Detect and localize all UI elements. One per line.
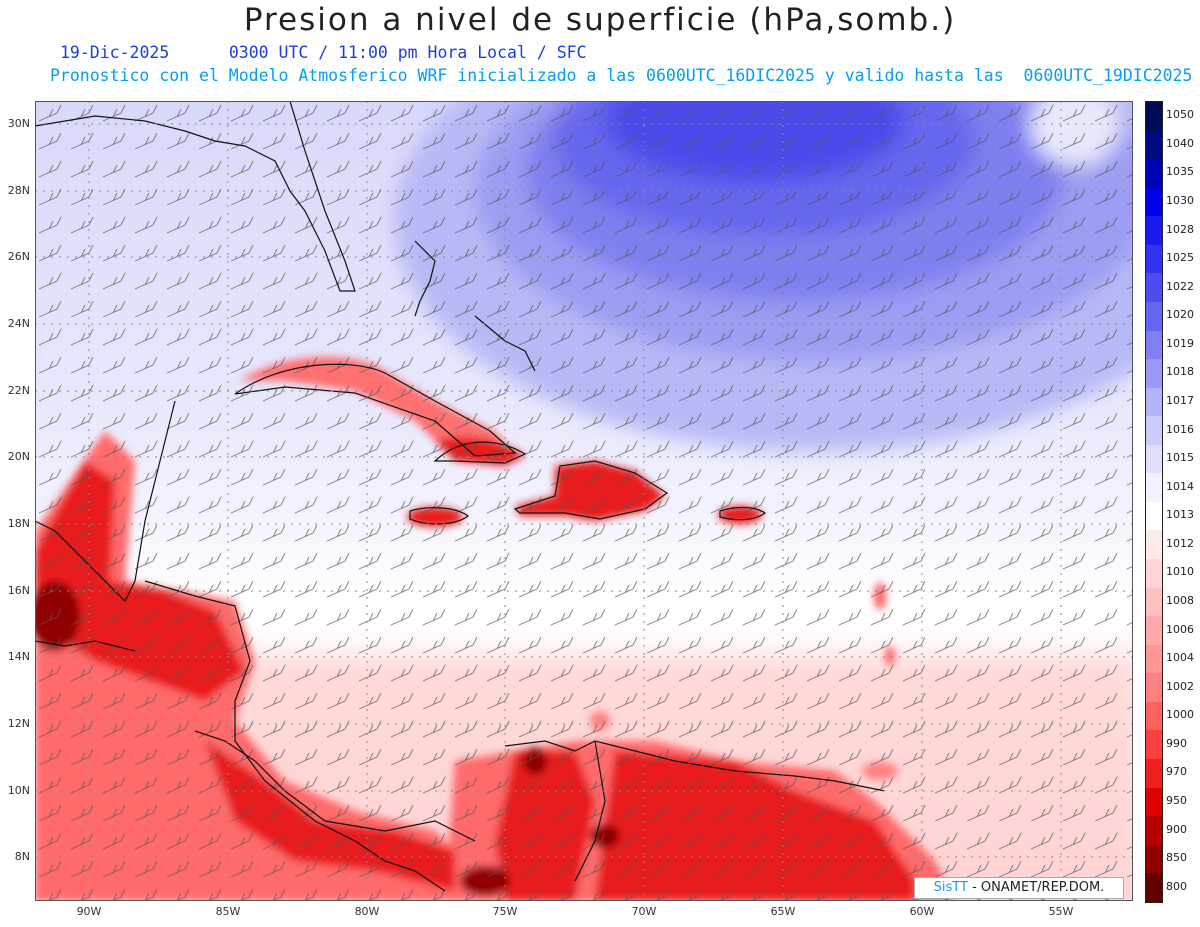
- lat-label: 28N: [7, 184, 30, 197]
- wind-barbs: [35, 101, 1133, 901]
- colorbar-swatch: [1146, 359, 1162, 388]
- credit-box: SisTT - ONAMET/REP.DOM.: [914, 877, 1124, 899]
- colorbar-label: 1019: [1166, 336, 1194, 350]
- lat-label: 26N: [7, 250, 30, 263]
- coastlines: [35, 101, 886, 892]
- colorbar-label: 1006: [1166, 622, 1194, 636]
- lat-label: 14N: [7, 650, 30, 663]
- colorbar-label: 1035: [1166, 165, 1194, 179]
- colorbar-label: 1002: [1166, 679, 1194, 693]
- colorbar-swatch: [1146, 816, 1162, 845]
- map-canvas: [35, 101, 1133, 901]
- colorbar-label: 1017: [1166, 394, 1194, 407]
- colorbar-swatch: [1146, 616, 1162, 645]
- colorbar-label: 900: [1166, 822, 1187, 836]
- lon-label: 85W: [215, 905, 241, 918]
- colorbar-label: 1013: [1166, 508, 1194, 522]
- valid-time-line: 19-Dic-2025 0300 UTC / 11:00 pm Hora Loc…: [60, 43, 587, 62]
- lon-label: 60W: [909, 905, 935, 918]
- colorbar-swatch: [1146, 330, 1162, 360]
- colorbar-swatch: [1146, 387, 1162, 417]
- colorbar-label: 1010: [1166, 565, 1194, 579]
- colorbar-swatch: [1146, 644, 1162, 674]
- colorbar-label: 800: [1166, 879, 1187, 893]
- colorbar-label: 970: [1166, 765, 1187, 779]
- colorbar-label: 1022: [1166, 279, 1194, 293]
- lon-label: 80W: [354, 905, 380, 918]
- colorbar-swatch: [1146, 301, 1162, 331]
- colorbar-swatch: [1146, 473, 1162, 502]
- colorbar-label: 950: [1166, 794, 1187, 807]
- colorbar-label: 1015: [1166, 451, 1194, 465]
- colorbar-swatch: [1146, 530, 1162, 559]
- colorbar-swatch: [1146, 873, 1162, 902]
- credit-brand: SisTT: [933, 880, 968, 895]
- lat-label: 18N: [7, 517, 30, 530]
- model-info-line: Pronostico con el Modelo Atmosferico WRF…: [50, 66, 1193, 85]
- colorbar-label: 1000: [1166, 708, 1194, 722]
- colorbar-label: 1028: [1166, 222, 1194, 236]
- colorbar-swatch: [1146, 730, 1162, 759]
- colorbar-label: 1014: [1166, 479, 1194, 493]
- colorbar-label: 1030: [1166, 194, 1194, 207]
- colorbar-label: 1050: [1166, 108, 1194, 122]
- lat-label: 20N: [7, 450, 30, 463]
- colorbar-label: 1025: [1166, 251, 1194, 265]
- map-title: Presion a nivel de superficie (hPa,somb.…: [243, 2, 957, 38]
- lon-label: 75W: [492, 905, 518, 918]
- lat-label: 16N: [7, 584, 30, 597]
- graticule: [35, 101, 1133, 901]
- colorbar-label: 850: [1166, 851, 1187, 865]
- lat-label: 30N: [7, 117, 30, 130]
- lon-label: 55W: [1048, 905, 1074, 918]
- colorbar-label: 1016: [1166, 422, 1194, 436]
- colorbar-swatch: [1146, 216, 1162, 245]
- colorbar-label: 1018: [1166, 365, 1194, 379]
- colorbar-swatch: [1146, 559, 1162, 588]
- colorbar-swatch: [1146, 844, 1162, 874]
- colorbar-swatch: [1146, 444, 1162, 474]
- colorbar-label: 1004: [1166, 651, 1194, 665]
- colorbar-label: 990: [1166, 736, 1187, 750]
- colorbar: [1145, 101, 1163, 903]
- lon-label: 90W: [76, 905, 102, 918]
- lat-label: 22N: [7, 384, 30, 397]
- colorbar-swatch: [1146, 587, 1162, 617]
- colorbar-swatch: [1146, 187, 1162, 217]
- credit-text: - ONAMET/REP.DOM.: [972, 880, 1105, 895]
- colorbar-swatch: [1146, 787, 1162, 817]
- colorbar-swatch: [1146, 244, 1162, 274]
- colorbar-swatch: [1146, 501, 1162, 531]
- colorbar-label: 1012: [1166, 536, 1194, 550]
- colorbar-label: 1040: [1166, 136, 1194, 150]
- colorbar-swatch: [1146, 273, 1162, 302]
- colorbar-label: 1020: [1166, 308, 1194, 322]
- lat-label: 8N: [14, 850, 30, 863]
- lat-label: 10N: [7, 784, 30, 797]
- colorbar-swatch: [1146, 102, 1162, 131]
- colorbar-label: 1008: [1166, 594, 1194, 607]
- lon-label: 65W: [770, 905, 796, 918]
- colorbar-swatch: [1146, 159, 1162, 188]
- colorbar-swatch: [1146, 701, 1162, 731]
- colorbar-swatch: [1146, 416, 1162, 445]
- lon-label: 70W: [631, 905, 657, 918]
- pressure-map: [35, 101, 1133, 901]
- lat-label: 12N: [7, 717, 30, 730]
- lat-label: 24N: [7, 317, 30, 330]
- colorbar-swatch: [1146, 130, 1162, 160]
- colorbar-swatch: [1146, 673, 1162, 702]
- colorbar-swatch: [1146, 758, 1162, 788]
